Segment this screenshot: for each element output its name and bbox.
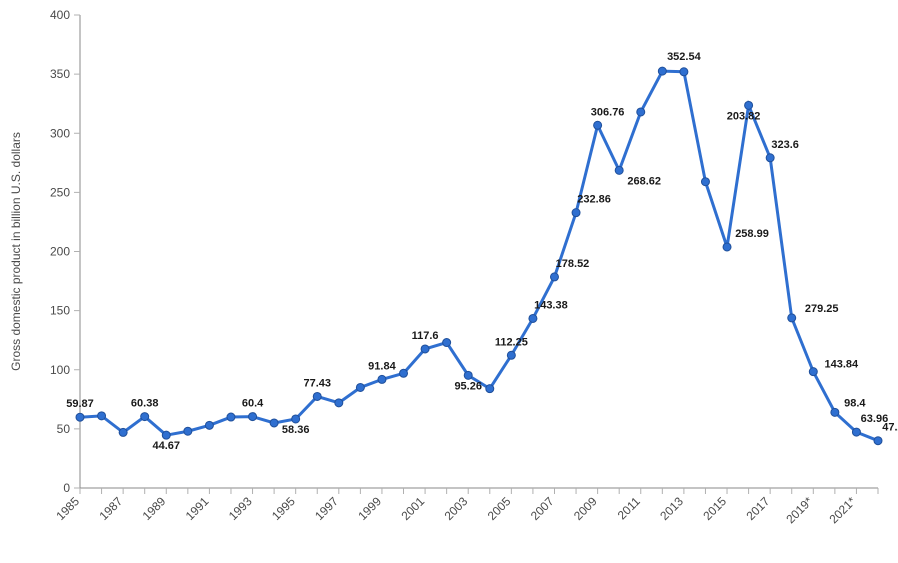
data-point[interactable] <box>615 166 623 174</box>
data-label: 98.4 <box>844 397 866 409</box>
data-point[interactable] <box>507 351 515 359</box>
data-point[interactable] <box>292 415 300 423</box>
data-point[interactable] <box>119 428 127 436</box>
data-label: 323.6 <box>771 139 799 151</box>
data-label: 203.82 <box>727 110 761 122</box>
data-label: 60.4 <box>242 398 264 410</box>
x-tick-label: 2019* <box>783 494 815 526</box>
data-point[interactable] <box>98 412 106 420</box>
y-tick-label: 100 <box>50 363 70 377</box>
y-tick-label: 50 <box>57 422 71 436</box>
data-point[interactable] <box>141 413 149 421</box>
data-point[interactable] <box>572 209 580 217</box>
data-point[interactable] <box>227 413 235 421</box>
x-tick-label: 2011 <box>615 494 643 522</box>
data-label: 117.6 <box>412 330 439 342</box>
y-tick-label: 200 <box>50 245 70 259</box>
data-point[interactable] <box>550 273 558 281</box>
data-point[interactable] <box>184 427 192 435</box>
data-label: 268.62 <box>627 175 661 187</box>
data-point[interactable] <box>162 431 170 439</box>
x-tick-label: 1987 <box>96 494 125 523</box>
data-point[interactable] <box>356 383 364 391</box>
x-tick-label: 2005 <box>485 494 514 523</box>
x-tick-label: 1985 <box>53 494 82 523</box>
data-point[interactable] <box>421 345 429 353</box>
x-tick-label: 2003 <box>442 494 471 523</box>
data-point[interactable] <box>313 392 321 400</box>
data-point[interactable] <box>637 108 645 116</box>
y-tick-label: 250 <box>50 185 70 199</box>
data-point[interactable] <box>874 437 882 445</box>
x-tick-label: 1989 <box>140 494 169 523</box>
data-label: 352.54 <box>667 51 702 63</box>
y-tick-label: 150 <box>50 304 70 318</box>
x-tick-label: 2013 <box>657 494 686 523</box>
data-point[interactable] <box>594 121 602 129</box>
data-point[interactable] <box>76 413 84 421</box>
data-label: 59.87 <box>66 398 94 410</box>
data-point[interactable] <box>658 67 666 75</box>
data-label: 178.52 <box>556 258 590 270</box>
data-point[interactable] <box>378 375 386 383</box>
data-label: 306.76 <box>591 106 625 118</box>
data-point[interactable] <box>680 68 688 76</box>
y-tick-label: 300 <box>50 126 70 140</box>
x-tick-label: 1997 <box>312 494 341 523</box>
data-label: 258.99 <box>735 228 769 240</box>
data-point[interactable] <box>701 178 709 186</box>
data-point[interactable] <box>270 419 278 427</box>
y-tick-label: 0 <box>63 481 70 495</box>
data-label: 279.25 <box>805 303 839 315</box>
x-tick-label: 2001 <box>398 494 427 523</box>
data-label: 112.25 <box>495 336 528 348</box>
data-point[interactable] <box>443 339 451 347</box>
data-point[interactable] <box>486 385 494 393</box>
data-label: 91.84 <box>368 360 396 372</box>
gdp-line-chart: 0 50 100 150 200 250 300 350 400 1985 1987 1989 1991… <box>0 0 898 563</box>
y-axis-label: Gross domestic product in billion U.S. d… <box>9 132 23 371</box>
data-label: 47.26 <box>882 422 898 434</box>
x-tick-label: 1991 <box>183 494 212 523</box>
x-tick-label: 1993 <box>226 494 255 523</box>
x-tick-label: 2015 <box>700 494 729 523</box>
data-point[interactable] <box>852 428 860 436</box>
y-tick-label: 350 <box>50 67 70 81</box>
data-label: 232.86 <box>577 194 611 206</box>
data-point[interactable] <box>831 408 839 416</box>
data-point[interactable] <box>529 314 537 322</box>
data-label: 143.38 <box>534 299 568 311</box>
x-tick-label: 2021* <box>826 494 858 526</box>
data-label: 143.84 <box>824 359 859 371</box>
x-tick-label: 2017 <box>744 494 773 523</box>
data-point[interactable] <box>745 101 753 109</box>
data-label: 77.43 <box>303 377 331 389</box>
data-point[interactable] <box>335 399 343 407</box>
data-label: 60.38 <box>131 398 159 410</box>
data-point[interactable] <box>723 243 731 251</box>
data-point[interactable] <box>205 421 213 429</box>
data-point[interactable] <box>400 369 408 377</box>
data-point[interactable] <box>788 314 796 322</box>
data-point[interactable] <box>809 368 817 376</box>
y-tick-label: 400 <box>50 8 70 22</box>
x-tick-label: 2009 <box>571 494 600 523</box>
data-label: 58.36 <box>282 424 310 436</box>
x-tick-label: 2007 <box>528 494 557 523</box>
data-point[interactable] <box>249 413 257 421</box>
x-tick-label: 1999 <box>355 494 384 523</box>
data-label: 95.26 <box>454 380 482 392</box>
x-tick-label: 1995 <box>269 494 298 523</box>
data-label: 44.67 <box>153 440 181 452</box>
data-point[interactable] <box>766 154 774 162</box>
data-point[interactable] <box>464 371 472 379</box>
